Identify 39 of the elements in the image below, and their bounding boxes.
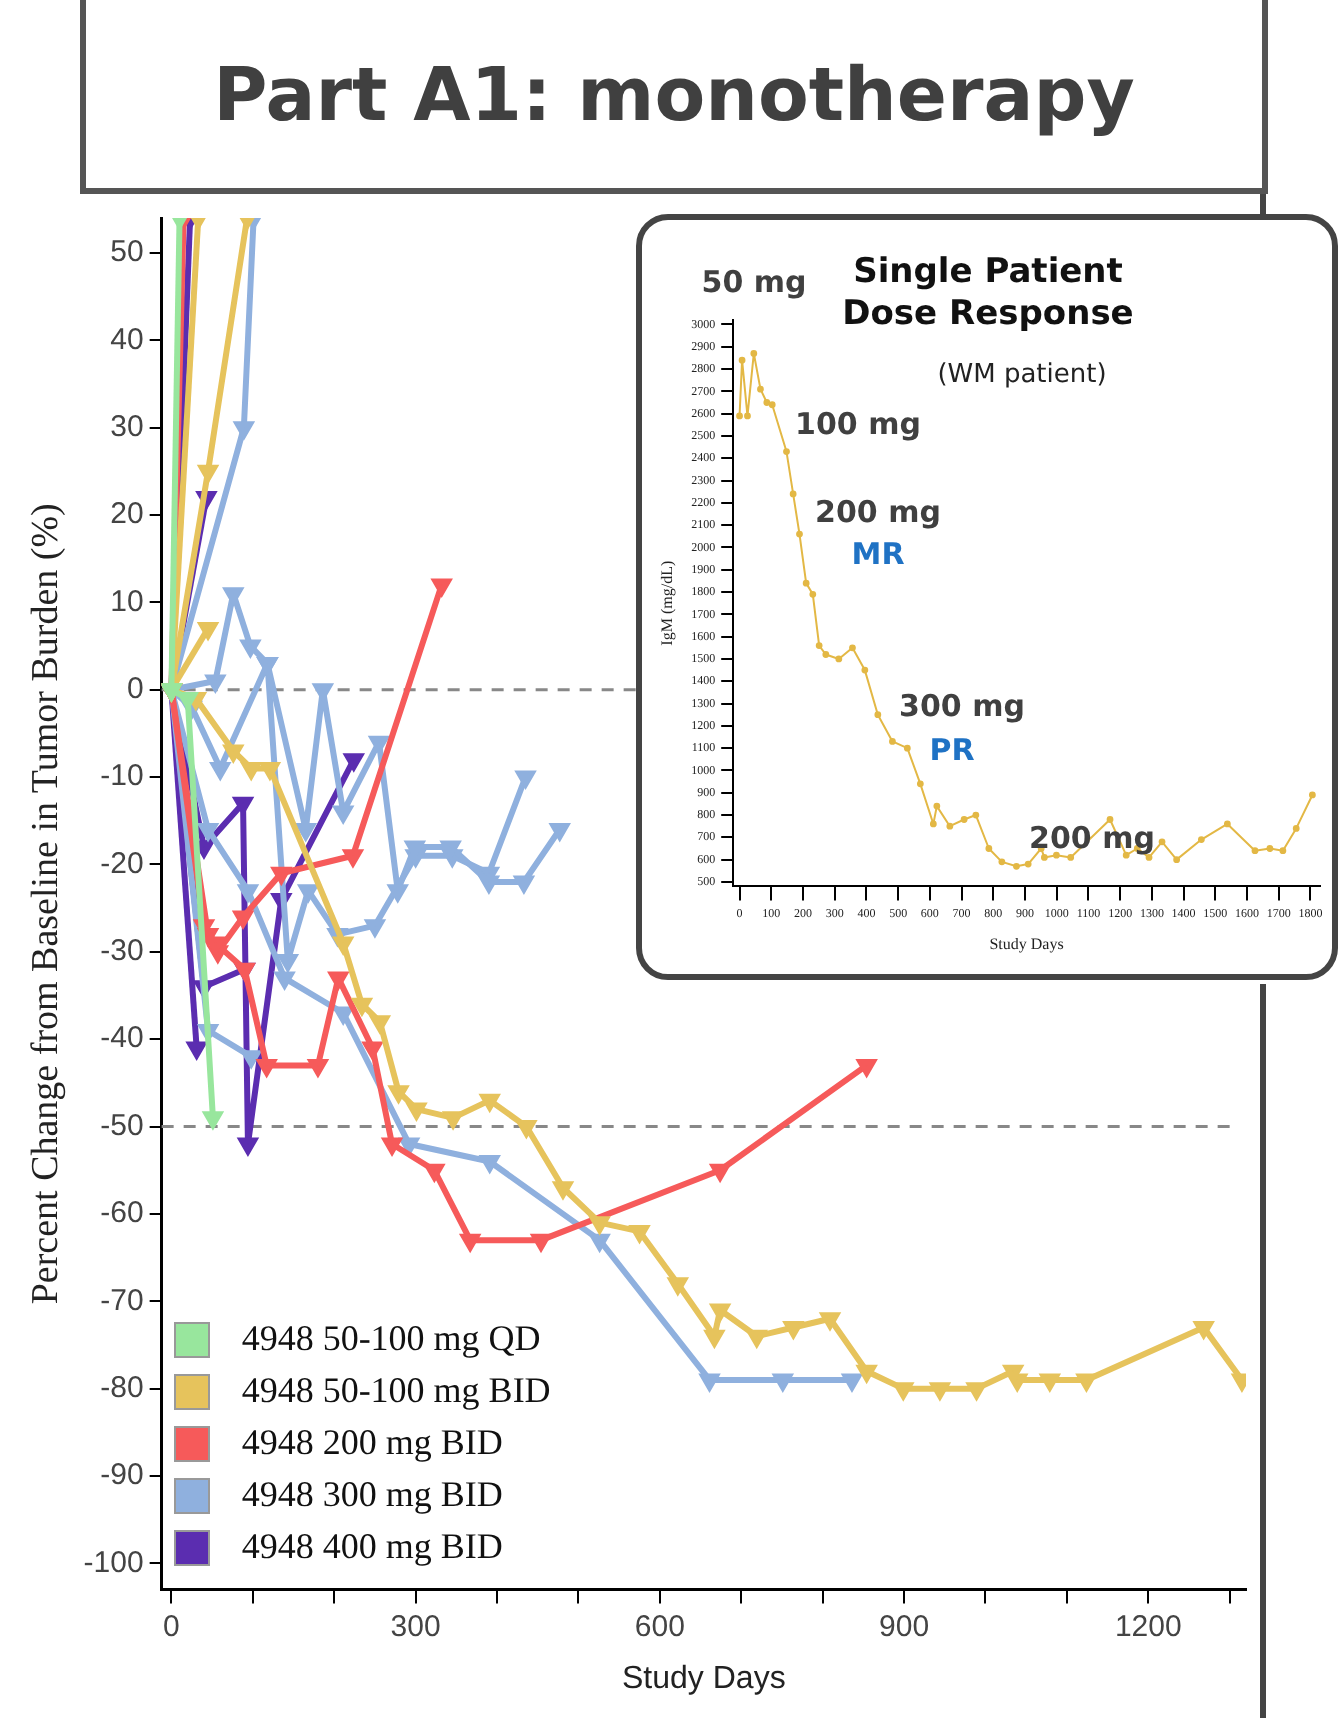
y-tick-label: -40 <box>100 1021 144 1056</box>
y-tick-label: 10 <box>110 584 144 619</box>
y-tick-label: -100 <box>83 1545 144 1580</box>
annotation: 100 mg <box>795 405 921 442</box>
chart-title: Single Patient Dose Response <box>840 252 1136 336</box>
y-axis-title: IgM (mg/dL) <box>657 560 676 646</box>
x-axis-title: Study Days <box>989 934 1064 953</box>
y-tick-label: 40 <box>110 322 144 357</box>
y-tick-label: -50 <box>100 1108 144 1143</box>
y-tick-label: -30 <box>100 934 144 969</box>
y-tick-label: 0 <box>126 672 144 707</box>
text: (WM patient) <box>935 360 1109 390</box>
x-tick-label: 0 <box>163 1609 180 1644</box>
x-tick-label: 300 <box>390 1609 441 1644</box>
annotation: 50 mg <box>701 263 807 300</box>
legend-label: 4948 200 mg BID <box>241 1422 503 1465</box>
annotation: PR <box>929 731 976 768</box>
x-axis-title: Study Days <box>622 1661 786 1696</box>
annotation: 200 mg <box>815 493 941 530</box>
annotation: 300 mg <box>899 687 1025 724</box>
y-tick-label: 30 <box>110 409 144 444</box>
y-tick-label: -70 <box>100 1283 144 1318</box>
y-tick-label: 20 <box>110 497 144 532</box>
legend-label: 4948 50-100 mg QD <box>241 1318 541 1361</box>
legend-label: 4948 400 mg BID <box>241 1526 503 1569</box>
x-tick-label: 600 <box>634 1609 685 1644</box>
x-tick-label: 1200 <box>1114 1609 1182 1644</box>
y-axis-title: Percent Change from Baseline in Tumor Burden (%) <box>24 503 67 1305</box>
legend-label: 4948 50-100 mg BID <box>241 1370 551 1413</box>
y-tick-label: -20 <box>100 846 144 881</box>
legend-label: 4948 300 mg BID <box>241 1474 503 1517</box>
y-tick-label: -90 <box>100 1458 144 1493</box>
annotation: MR <box>851 535 906 572</box>
y-tick-label: -60 <box>100 1196 144 1231</box>
x-tick-label: 900 <box>879 1609 930 1644</box>
y-tick-label: -10 <box>100 759 144 794</box>
y-tick-label: 50 <box>110 235 144 270</box>
y-tick-label: -80 <box>100 1370 144 1405</box>
chart-title: Part A1: monotherapy <box>80 0 1268 194</box>
